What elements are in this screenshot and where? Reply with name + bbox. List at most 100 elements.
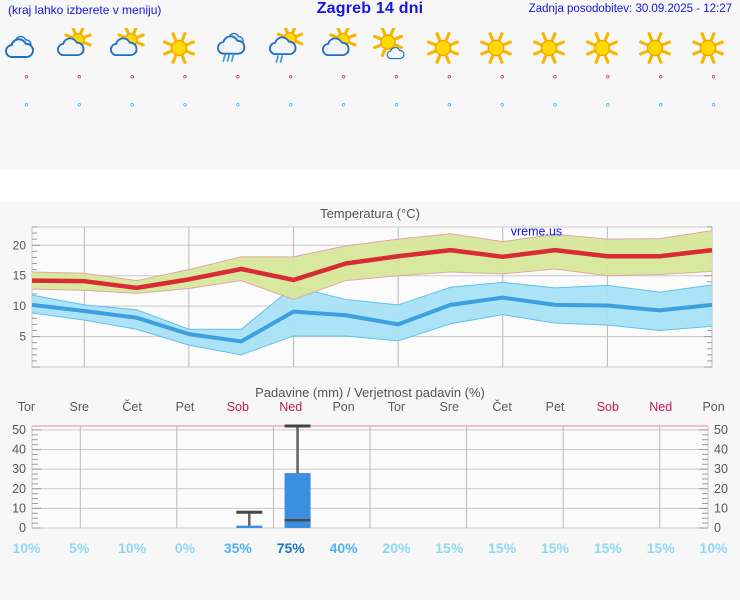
temperature-chart: 5 10 15 20 vreme.us <box>13 225 713 368</box>
degree-sign: ° <box>341 101 346 114</box>
max-temperature: ° <box>688 70 740 95</box>
weather-icon-wrap <box>318 28 370 68</box>
degree-sign: ° <box>394 74 399 86</box>
precipitation-day-label: Pon <box>332 400 355 414</box>
precipitation-day-label: Tor <box>17 400 36 414</box>
cloudy-icon <box>5 35 35 58</box>
precipitation-probability-label: 10% <box>12 540 41 556</box>
max-temperature: ° <box>423 70 475 95</box>
precipitation-probability-label: 0% <box>174 540 196 556</box>
svg-text:20: 20 <box>714 482 728 496</box>
degree-sign: ° <box>447 74 452 86</box>
precipitation-chart-block: Padavine (mm) / Verjetnost padavin (%) T… <box>0 381 740 560</box>
sunny-icon <box>533 32 565 64</box>
precipitation-probability-label: 5% <box>69 540 90 556</box>
section-divider <box>0 170 740 202</box>
degree-sign: ° <box>552 101 558 114</box>
daily-forecast-strip: ° ° ° ° ° ° ° ° ° ° ° ° ° ° ° ° ° ° ° ° ° ° ° ° ° ° ° ° <box>0 22 740 170</box>
max-temperature: ° <box>635 70 687 95</box>
degree-sign: ° <box>288 74 293 86</box>
precipitation-probability-label: 15% <box>646 540 675 556</box>
degree-sign: ° <box>129 101 135 114</box>
day-column: ° ° <box>476 22 528 122</box>
sunny-icon <box>638 32 671 64</box>
max-temperature: ° <box>529 70 581 95</box>
degree-sign: ° <box>711 74 716 86</box>
max-temperature: ° <box>370 70 422 95</box>
header-bar: (kraj lahko izberete v meniju) Zagreb 14… <box>0 0 740 22</box>
precipitation-day-label: Tor <box>387 400 406 414</box>
precipitation-day-label: Čet <box>492 400 512 414</box>
precipitation-day-label: Ned <box>649 400 673 414</box>
svg-text:10: 10 <box>714 501 728 515</box>
precipitation-day-label: Sre <box>69 400 89 414</box>
partly-sunny-icon <box>57 28 92 57</box>
max-temperature: ° <box>212 70 264 95</box>
day-column: ° ° <box>53 22 105 122</box>
day-column: ° ° <box>0 22 52 122</box>
precipitation-day-label: Sob <box>596 400 619 414</box>
precipitation-bar <box>236 525 263 528</box>
precipitation-chart-title: Padavine (mm) / Verjetnost padavin (%) <box>0 381 740 400</box>
rain-showers-icon <box>216 32 246 62</box>
precipitation-probability-label: 15% <box>540 540 570 556</box>
weather-icon-wrap <box>635 28 687 68</box>
weather-icon-wrap <box>106 28 158 68</box>
degree-sign: ° <box>552 74 558 86</box>
min-temperature: ° <box>0 99 52 122</box>
precipitation-probability-label: 15% <box>593 540 622 556</box>
weather-icon-wrap <box>688 28 740 68</box>
precipitation-chart-title-text: Padavine (mm) / Verjetnost padavin (%) <box>255 385 485 400</box>
degree-sign: ° <box>711 101 716 114</box>
min-temperature: ° <box>476 99 528 122</box>
precipitation-probability-row: 10% 5% 10% 0% 35% 75% 40% 20% 15% 15% 15% 15% 15% 10% <box>0 540 740 560</box>
precipitation-probability-label: 75% <box>276 540 305 556</box>
max-temperature: ° <box>106 70 158 95</box>
degree-sign: ° <box>394 101 399 114</box>
precipitation-probability-label: 35% <box>223 540 252 556</box>
degree-sign: ° <box>605 74 611 86</box>
svg-text:0: 0 <box>714 521 721 535</box>
weather-icon-wrap <box>53 28 105 68</box>
precipitation-day-label: Čet <box>122 400 142 414</box>
precipitation-day-label: Pet <box>175 400 195 414</box>
sunny-icon <box>691 32 724 64</box>
min-temperature: ° <box>688 99 740 122</box>
max-temperature: ° <box>265 70 317 95</box>
partly-sunny-icon <box>321 28 357 57</box>
precipitation-probability-label: 10% <box>118 540 147 556</box>
degree-sign: ° <box>658 74 663 86</box>
precipitation-day-label: Ned <box>279 400 303 414</box>
precipitation-probability-label: 15% <box>488 540 517 556</box>
weather-icon-wrap <box>265 28 317 68</box>
max-temperature: ° <box>159 70 211 95</box>
sunny-icon <box>585 32 618 64</box>
watermark-text: vreme.us <box>511 225 562 239</box>
svg-text:0: 0 <box>19 521 26 535</box>
day-column: ° ° <box>582 22 634 122</box>
min-temperature: ° <box>53 99 105 122</box>
degree-sign: ° <box>24 74 29 86</box>
precipitation-probability-label: 10% <box>699 540 728 556</box>
svg-text:5: 5 <box>19 330 26 344</box>
degree-sign: ° <box>288 101 293 114</box>
weather-icon-wrap <box>582 28 634 68</box>
svg-text:15: 15 <box>13 269 27 283</box>
precipitation-bar <box>284 473 311 521</box>
min-temperature: ° <box>212 99 264 122</box>
degree-sign: ° <box>605 101 611 114</box>
sunny-icon <box>427 32 460 64</box>
min-temperature: ° <box>529 99 581 122</box>
weather-icon-wrap <box>212 28 264 68</box>
degree-sign: ° <box>129 74 135 86</box>
degree-sign: ° <box>77 74 82 86</box>
temperature-chart-title: Temperatura (°C) <box>0 202 740 221</box>
degree-sign: ° <box>499 101 505 114</box>
weather-icon-wrap <box>159 28 211 68</box>
svg-text:50: 50 <box>714 423 728 437</box>
svg-text:40: 40 <box>714 443 728 457</box>
last-updated-text: Zadnja posodobitev: 30.09.2025 - 12:27 <box>528 3 732 15</box>
min-temperature: ° <box>318 99 370 122</box>
weather-icon-wrap <box>0 28 52 68</box>
